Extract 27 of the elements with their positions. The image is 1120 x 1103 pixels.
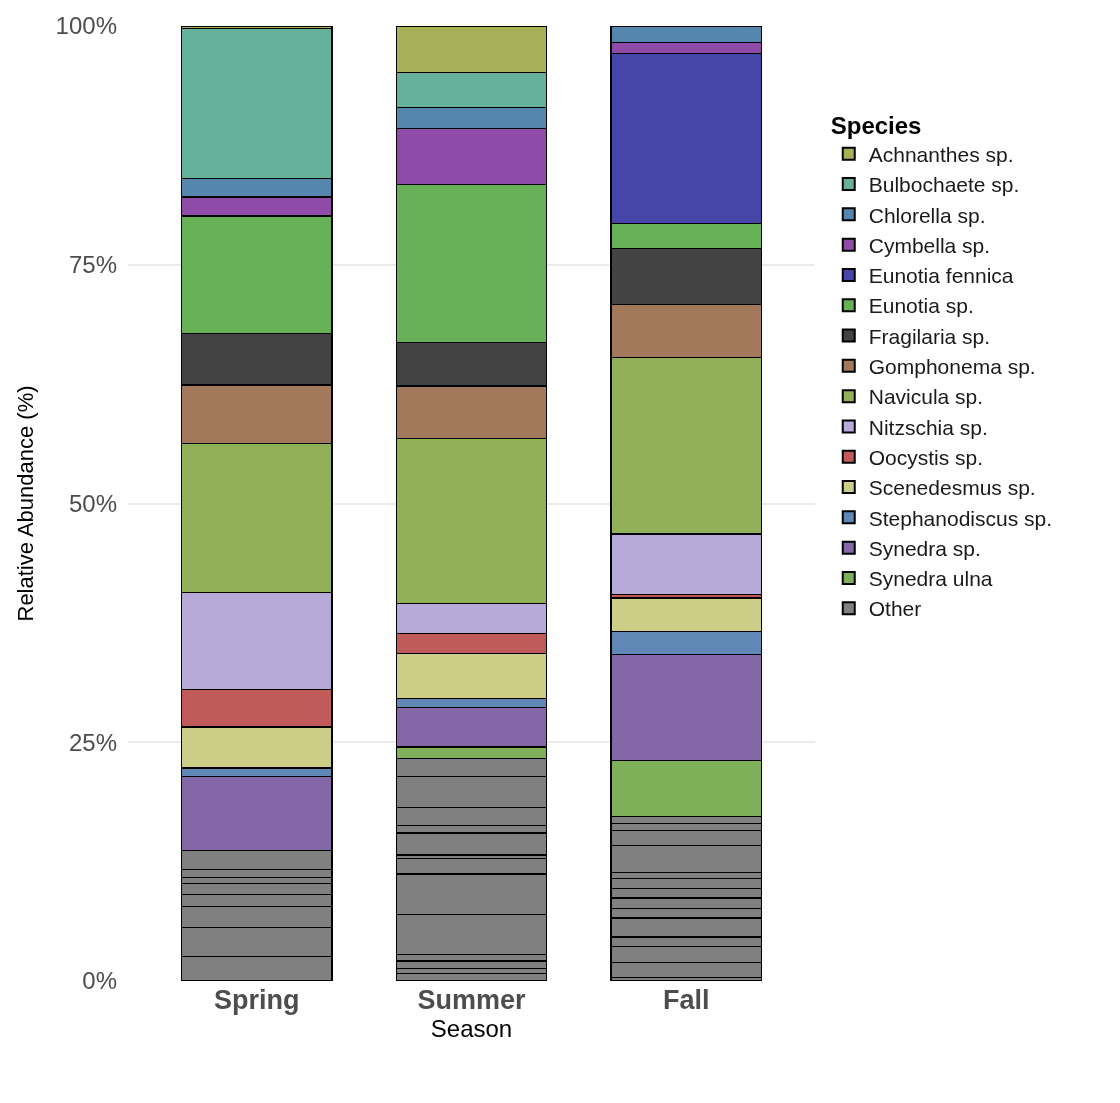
legend-label: Stephanodiscus sp. xyxy=(868,506,1053,530)
legend-label: Oocystis sp. xyxy=(868,445,984,469)
x-tick-label: Summer xyxy=(417,985,527,1015)
y-tick-label: 75% xyxy=(68,251,117,279)
x-tick-label: Spring xyxy=(214,985,300,1015)
y-tick-label: 25% xyxy=(68,728,117,756)
y-tick-label: 100% xyxy=(55,12,117,40)
x-tick-label: Fall xyxy=(662,985,710,1015)
legend-label: Chlorella sp. xyxy=(868,203,986,227)
legend-label: Synedra ulna xyxy=(868,567,993,591)
legend-label: Cymbella sp. xyxy=(868,233,991,257)
legend-label: Achnanthes sp. xyxy=(868,142,1014,166)
y-axis-title: Relative Abundance (%) xyxy=(13,385,39,622)
legend-label: Eunotia fennica xyxy=(868,264,1014,288)
legend-label: Nitzschia sp. xyxy=(868,415,988,439)
legend-label: Other xyxy=(868,597,922,621)
legend-label: Synedra sp. xyxy=(868,536,981,560)
y-tick-label: 0% xyxy=(82,967,117,995)
legend-label: Bulbochaete sp. xyxy=(868,173,1020,197)
y-tick-label: 50% xyxy=(68,489,117,517)
legend-title: Species xyxy=(830,111,922,139)
legend-label: Fragilaria sp. xyxy=(868,324,991,348)
x-axis-title: Season xyxy=(430,1015,513,1042)
legend-label: Eunotia sp. xyxy=(868,294,974,318)
legend-label: Scenedesmus sp. xyxy=(868,476,1036,500)
legend-label: Navicula sp. xyxy=(868,385,984,409)
legend-label: Gomphonema sp. xyxy=(868,355,1036,379)
